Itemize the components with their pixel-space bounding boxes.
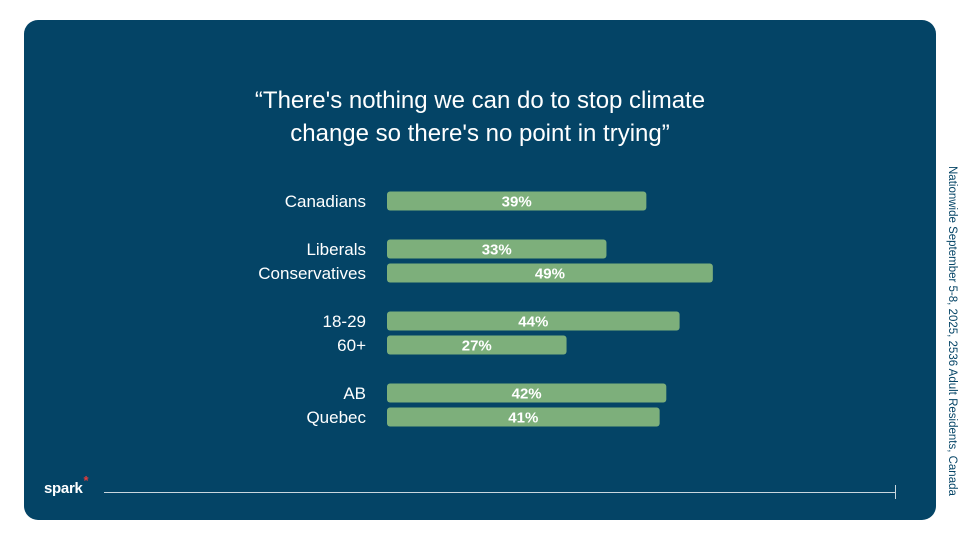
bar-60- xyxy=(387,335,567,355)
value-label-quebec: 41% xyxy=(508,410,538,427)
category-label-conservatives: Conservatives xyxy=(258,264,366,283)
value-label-ab: 42% xyxy=(512,386,542,403)
spark-star-icon: * xyxy=(83,473,89,488)
value-label-conservatives: 49% xyxy=(535,266,565,283)
methodology-note: Nationwide September 5-8, 2025, 2536 Adu… xyxy=(946,166,958,496)
spark-logo: spark* xyxy=(44,473,89,497)
bar-canadians xyxy=(387,191,647,211)
bar-18-29 xyxy=(387,311,680,331)
slide-card: “There's nothing we can do to stop clima… xyxy=(24,20,936,520)
bar-chart: Canadians 39% Liberals 33% Conservatives 49% 1… xyxy=(258,191,713,427)
bar-ab xyxy=(387,383,667,403)
category-label-60-: 60+ xyxy=(337,336,366,355)
category-label-18-29: 18-29 xyxy=(323,312,366,331)
chart-title: “There's nothing we can do to stop clima… xyxy=(24,84,936,150)
bar-liberals xyxy=(387,239,607,259)
footer-divider-end-tick xyxy=(895,485,896,499)
spark-logo-text: spark xyxy=(44,480,83,497)
value-label-canadians: 39% xyxy=(502,194,532,211)
value-label-60-: 27% xyxy=(462,338,492,355)
chart-title-line-2: change so there's no point in trying” xyxy=(290,120,670,147)
category-label-liberals: Liberals xyxy=(306,240,366,259)
value-label-18-29: 44% xyxy=(518,314,548,331)
category-label-canadians: Canadians xyxy=(285,192,366,211)
bar-quebec xyxy=(387,407,660,427)
category-label-ab: AB xyxy=(343,384,366,403)
chart-title-line-1: “There's nothing we can do to stop clima… xyxy=(254,87,706,114)
footer-divider xyxy=(104,492,896,493)
bar-conservatives xyxy=(387,263,713,283)
value-label-liberals: 33% xyxy=(482,242,512,259)
category-label-quebec: Quebec xyxy=(306,408,366,427)
